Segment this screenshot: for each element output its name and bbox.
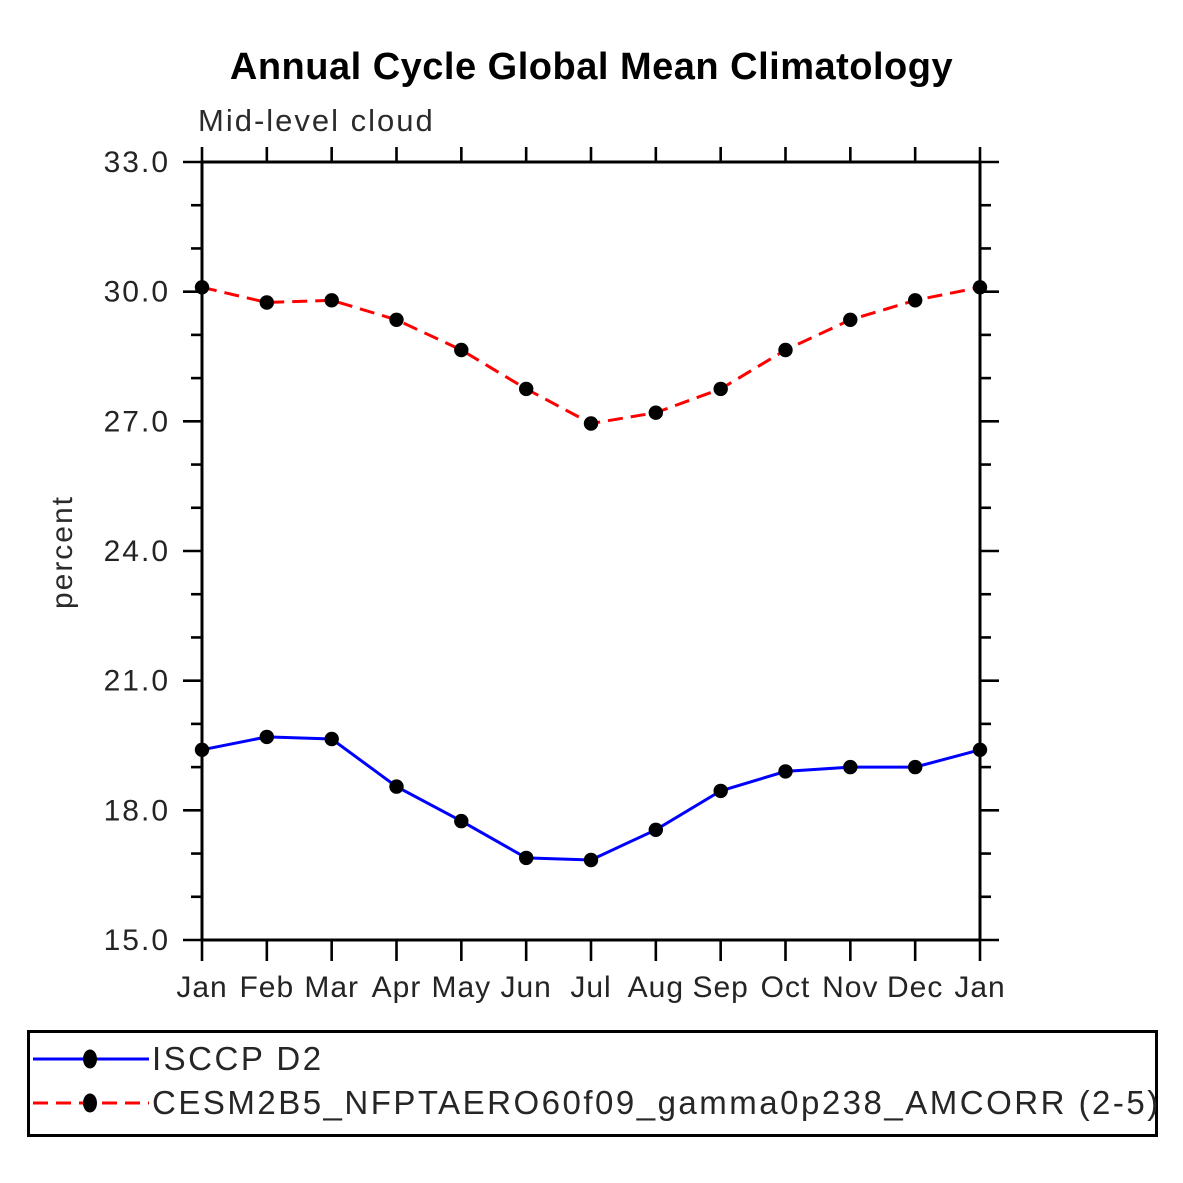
- legend-marker: [83, 1049, 97, 1069]
- x-tick-label: Oct: [761, 971, 811, 1004]
- x-tick-label: Sep: [692, 971, 748, 1004]
- data-point-marker: [908, 759, 923, 775]
- y-tick-label: 24.0: [104, 535, 170, 568]
- data-point-marker: [324, 731, 339, 747]
- y-tick-label: 18.0: [104, 794, 170, 827]
- data-point-marker: [324, 293, 339, 308]
- series-line-1: [201, 285, 981, 426]
- legend-marker: [83, 1093, 97, 1113]
- chart-title: Annual Cycle Global Mean Climatology: [229, 46, 954, 88]
- data-point-marker: [843, 759, 858, 775]
- data-point-marker: [778, 764, 793, 779]
- x-tick-label: Apr: [372, 971, 422, 1004]
- plot-frame: [200, 160, 982, 942]
- data-point-marker: [194, 280, 210, 295]
- y-tick-label: 21.0: [104, 665, 170, 698]
- x-tick-label: Feb: [239, 971, 294, 1004]
- data-point-marker: [713, 783, 728, 799]
- data-point-marker: [454, 813, 469, 829]
- x-tick-label: Nov: [822, 971, 878, 1004]
- y-tick-label: 30.0: [104, 276, 170, 309]
- x-tick-label: Aug: [628, 971, 684, 1004]
- legend-row-cesm: CESM2B5_NFPTAERO60f09_gamma0p238_AMCORR …: [30, 1081, 1158, 1125]
- x-tick-label: Mar: [304, 971, 359, 1004]
- data-point-marker: [389, 312, 404, 327]
- data-point-marker: [972, 742, 988, 757]
- x-tick-label: Jun: [500, 971, 551, 1004]
- data-point-marker: [648, 405, 663, 420]
- x-tick-label: May: [431, 971, 491, 1004]
- data-point-marker: [583, 852, 599, 868]
- series-line-0: [201, 735, 981, 862]
- x-tick-label: Jul: [570, 971, 611, 1004]
- data-point-marker: [972, 280, 988, 295]
- y-tick-label: 15.0: [104, 924, 170, 957]
- data-point-marker: [259, 729, 274, 745]
- y-tick-label: 27.0: [104, 405, 170, 438]
- legend-sample-line-solid: [33, 1049, 149, 1069]
- x-tick-label: Jan: [176, 971, 227, 1004]
- data-point-marker: [778, 342, 793, 358]
- legend-row-isccp: ISCCP D2: [30, 1037, 1155, 1081]
- x-tick-label: Dec: [887, 971, 943, 1004]
- legend-label-cesm: CESM2B5_NFPTAERO60f09_gamma0p238_AMCORR …: [152, 1084, 1161, 1121]
- data-point-marker: [843, 312, 858, 327]
- legend-label-isccp: ISCCP D2: [152, 1040, 324, 1077]
- legend-box: ISCCP D2 CESM2B5_NFPTAERO60f09_gamma0p23…: [27, 1030, 1158, 1137]
- legend-sample-line-dashed: [33, 1093, 149, 1113]
- data-point-marker: [908, 293, 923, 308]
- data-point-marker: [648, 822, 663, 837]
- data-point-marker: [583, 416, 599, 431]
- chart-canvas: 15.0 18.0 21.0 24.0 27.0 30.0 33.0 Jan Feb Mar Apr…: [104, 146, 1005, 1004]
- data-point-marker: [454, 342, 469, 358]
- y-tick-label: 33.0: [104, 146, 170, 179]
- data-point-marker: [519, 381, 534, 397]
- x-tick-label: Jan: [954, 971, 1005, 1004]
- data-point-marker: [259, 295, 274, 310]
- data-point-marker: [519, 850, 534, 866]
- chart-subtitle: Mid-level cloud: [198, 103, 435, 138]
- data-point-marker: [194, 742, 210, 757]
- data-point-marker: [713, 381, 728, 397]
- data-point-marker: [389, 779, 404, 794]
